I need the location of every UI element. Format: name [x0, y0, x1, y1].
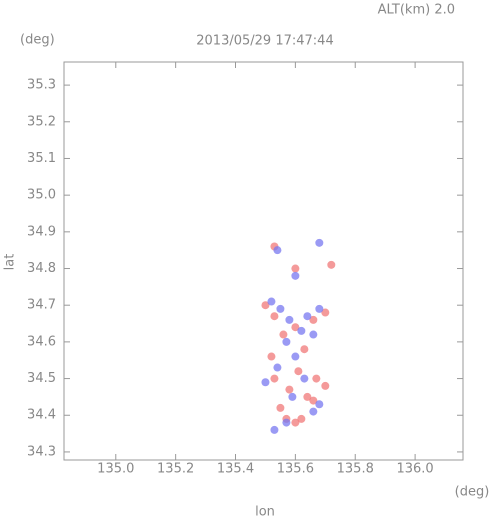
- y-tick-label: 34.7: [27, 298, 56, 313]
- y-tick-label: 34.5: [27, 371, 56, 386]
- radar-echo: [309, 330, 318, 339]
- radar-echo: [321, 308, 330, 317]
- radar-echo: [261, 378, 270, 387]
- y-unit: (deg): [20, 33, 55, 48]
- x-tick-label: 135.6: [277, 462, 314, 477]
- y-tick-label: 35.2: [27, 114, 56, 129]
- radar-echo: [312, 374, 321, 383]
- x-tick-label: 135.4: [217, 462, 254, 477]
- x-tick-label: 135.0: [97, 462, 134, 477]
- radar-echo: [291, 271, 300, 280]
- y-axis-label: lat: [3, 254, 18, 271]
- radar-echo: [309, 407, 318, 416]
- radar-echo: [291, 352, 300, 361]
- radar-echo: [267, 352, 276, 361]
- radar-echo: [285, 385, 294, 394]
- radar-echo: [270, 374, 279, 383]
- radar-echo: [303, 312, 312, 321]
- radar-echo: [300, 345, 309, 354]
- radar-echo: [309, 315, 318, 324]
- radar-echo: [303, 392, 312, 401]
- radar-echo: [297, 414, 306, 423]
- y-tick-label: 34.3: [27, 444, 56, 459]
- y-tick-label: 35.0: [27, 188, 56, 203]
- radar-echo: [321, 381, 330, 390]
- y-tick-label: 34.6: [27, 334, 56, 349]
- altitude-label: ALT(km) 2.0: [378, 3, 455, 18]
- radar-echo: [315, 400, 324, 409]
- radar-echo: [285, 315, 294, 324]
- radar-echo: [297, 326, 306, 335]
- x-unit: (deg): [455, 485, 490, 500]
- radar-echo: [294, 367, 303, 376]
- radar-echo: [282, 418, 291, 427]
- radar-echo: [315, 238, 324, 247]
- radar-echo: [315, 304, 324, 313]
- radar-echo: [288, 392, 297, 401]
- x-tick-label: 136.0: [396, 462, 433, 477]
- x-tick-label: 135.2: [157, 462, 194, 477]
- radar-echo: [276, 304, 285, 313]
- radar-echo: [282, 337, 291, 346]
- y-tick-label: 34.4: [27, 408, 56, 423]
- y-tick-label: 34.9: [27, 224, 56, 239]
- radar-echo: [270, 425, 279, 434]
- radar-echo: [276, 403, 285, 412]
- radar-echo: [267, 297, 276, 306]
- x-axis-label: lon: [255, 505, 275, 520]
- chart-title: 2013/05/29 17:47:44: [196, 34, 333, 49]
- radar-echo: [273, 363, 282, 372]
- radar-echo: [309, 396, 318, 405]
- y-tick-label: 34.8: [27, 261, 56, 276]
- radar-echo: [291, 264, 300, 273]
- radar-echo: [279, 330, 288, 339]
- radar-echo: [300, 374, 309, 383]
- radar-echo: [261, 301, 270, 310]
- y-tick-label: 35.3: [27, 78, 56, 93]
- radar-echo: [291, 418, 300, 427]
- radar-echo: [270, 312, 279, 321]
- radar-echo: [273, 246, 282, 255]
- y-tick-label: 35.1: [27, 151, 56, 166]
- plot-frame: [63, 61, 464, 461]
- radar-echo: [291, 323, 300, 332]
- x-tick-label: 135.8: [337, 462, 374, 477]
- radar-echo: [327, 260, 336, 269]
